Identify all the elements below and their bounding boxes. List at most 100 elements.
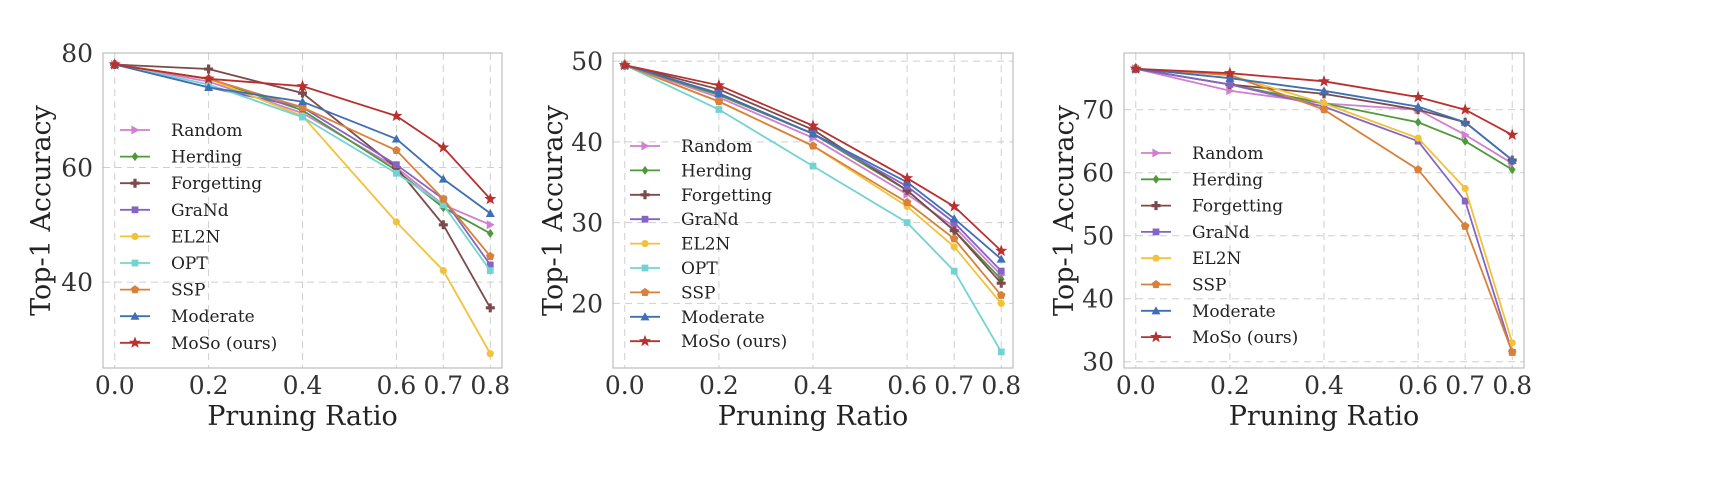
data-point bbox=[997, 267, 1005, 275]
data-point bbox=[485, 208, 495, 217]
legend-item: SSP bbox=[1141, 276, 1226, 296]
legend-item: SSP bbox=[630, 283, 715, 303]
data-point bbox=[392, 218, 400, 226]
legend-label: Herding bbox=[171, 148, 242, 168]
legend-marker bbox=[639, 334, 651, 347]
legend-label: EL2N bbox=[681, 235, 731, 255]
legend-label: SSP bbox=[1192, 276, 1226, 296]
series-moso-ours bbox=[1129, 62, 1519, 140]
legend-label: Moderate bbox=[1192, 302, 1276, 322]
data-point bbox=[296, 79, 309, 92]
legend-item: Random bbox=[1141, 144, 1264, 164]
legend-label: Random bbox=[681, 137, 753, 157]
data-point bbox=[204, 64, 214, 74]
legend-item: Random bbox=[120, 121, 243, 141]
legend-label: Moderate bbox=[171, 307, 255, 327]
legend-label: Forgetting bbox=[171, 174, 262, 194]
series-moderate bbox=[620, 60, 1006, 263]
legend-marker bbox=[1152, 228, 1160, 236]
legend-label: EL2N bbox=[1192, 249, 1242, 269]
data-point bbox=[714, 97, 724, 106]
legend-item: GraNd bbox=[1141, 223, 1250, 243]
x-tick-label: 0.6 bbox=[887, 371, 927, 400]
legend-marker bbox=[1151, 306, 1161, 315]
data-point bbox=[486, 228, 494, 238]
data-point bbox=[903, 219, 911, 226]
x-tick-label: 0.4 bbox=[1304, 371, 1344, 400]
series-line bbox=[624, 64, 1002, 252]
legend-marker bbox=[1151, 201, 1161, 211]
data-point bbox=[808, 129, 818, 138]
x-tick-label: 0.8 bbox=[470, 371, 510, 400]
legend-marker bbox=[1152, 254, 1160, 262]
x-axis-label: Pruning Ratio bbox=[1229, 401, 1420, 432]
legend-marker bbox=[131, 259, 139, 267]
legend-item: EL2N bbox=[120, 227, 221, 247]
data-point bbox=[995, 244, 1008, 256]
data-point bbox=[204, 82, 214, 91]
data-point bbox=[1320, 99, 1328, 107]
data-point bbox=[485, 303, 495, 313]
legend-item: EL2N bbox=[1141, 249, 1242, 269]
y-tick-label: 70 bbox=[1082, 96, 1114, 125]
y-tick-label: 30 bbox=[1082, 348, 1114, 377]
data-point bbox=[902, 185, 912, 195]
data-point bbox=[202, 72, 215, 84]
legend: Random Herding Forgetting GraNd EL2N OPT SSP Mo… bbox=[120, 121, 277, 354]
chart-panel-3: 0.0 0.2 0.4 0.6 0.7 0.8 30 40 50 60 70 Pruning Rati… bbox=[1049, 52, 1532, 432]
data-point bbox=[1413, 165, 1423, 174]
x-tick-label: 0.7 bbox=[934, 371, 974, 400]
legend-label: GraNd bbox=[171, 201, 229, 221]
series-line bbox=[1135, 67, 1513, 136]
legend-marker bbox=[1150, 330, 1162, 343]
data-point bbox=[715, 106, 723, 113]
data-point bbox=[1319, 105, 1329, 114]
legend-item: Moderate bbox=[120, 307, 255, 327]
legend-label: SSP bbox=[681, 283, 715, 303]
data-point bbox=[1319, 86, 1329, 95]
data-point bbox=[437, 141, 450, 153]
data-point bbox=[948, 200, 961, 212]
x-tick-label: 0.4 bbox=[793, 371, 833, 400]
legend-item: Moderate bbox=[630, 308, 765, 328]
y-axis-label: Top-1 Accuracy bbox=[538, 104, 569, 316]
chart-panel-2: 0.0 0.2 0.4 0.6 0.7 0.8 20 30 40 50 Pruning Ratio T… bbox=[538, 47, 1021, 432]
legend-marker bbox=[641, 141, 650, 151]
data-point bbox=[439, 194, 448, 203]
legend-label: SSP bbox=[171, 281, 205, 301]
data-point bbox=[950, 219, 958, 226]
legend-item: MoSo (ours) bbox=[1141, 328, 1298, 348]
y-tick-label: 50 bbox=[1082, 222, 1114, 251]
data-point bbox=[1461, 136, 1469, 146]
data-point bbox=[299, 113, 306, 121]
legend-item: Herding bbox=[1141, 170, 1263, 190]
data-point bbox=[1223, 66, 1236, 79]
legend-item: OPT bbox=[120, 254, 208, 274]
series-line bbox=[624, 64, 1002, 276]
data-point bbox=[712, 79, 725, 91]
legend-label: Herding bbox=[681, 161, 752, 181]
series-line bbox=[624, 64, 1002, 260]
data-point bbox=[903, 182, 911, 190]
data-point bbox=[902, 197, 912, 207]
data-point bbox=[1318, 75, 1330, 87]
series-moso-ours bbox=[108, 58, 497, 205]
y-tick-label: 40 bbox=[61, 268, 93, 297]
data-point bbox=[997, 290, 1006, 299]
data-point bbox=[714, 88, 724, 97]
legend-item: MoSo (ours) bbox=[120, 334, 277, 354]
legend-label: GraNd bbox=[681, 210, 739, 230]
data-point bbox=[439, 201, 447, 209]
data-point bbox=[108, 58, 121, 70]
legend-marker bbox=[130, 178, 140, 188]
data-point bbox=[1461, 197, 1469, 205]
series-line bbox=[1135, 67, 1514, 353]
x-tick-label: 0.6 bbox=[376, 371, 416, 400]
data-point bbox=[1461, 130, 1470, 140]
legend-item: Forgetting bbox=[1141, 197, 1283, 217]
series-moso-ours bbox=[618, 58, 1008, 256]
data-point bbox=[438, 220, 448, 230]
y-tick-label: 30 bbox=[571, 209, 603, 238]
legend-label: Herding bbox=[1192, 170, 1263, 190]
data-point bbox=[949, 226, 959, 236]
